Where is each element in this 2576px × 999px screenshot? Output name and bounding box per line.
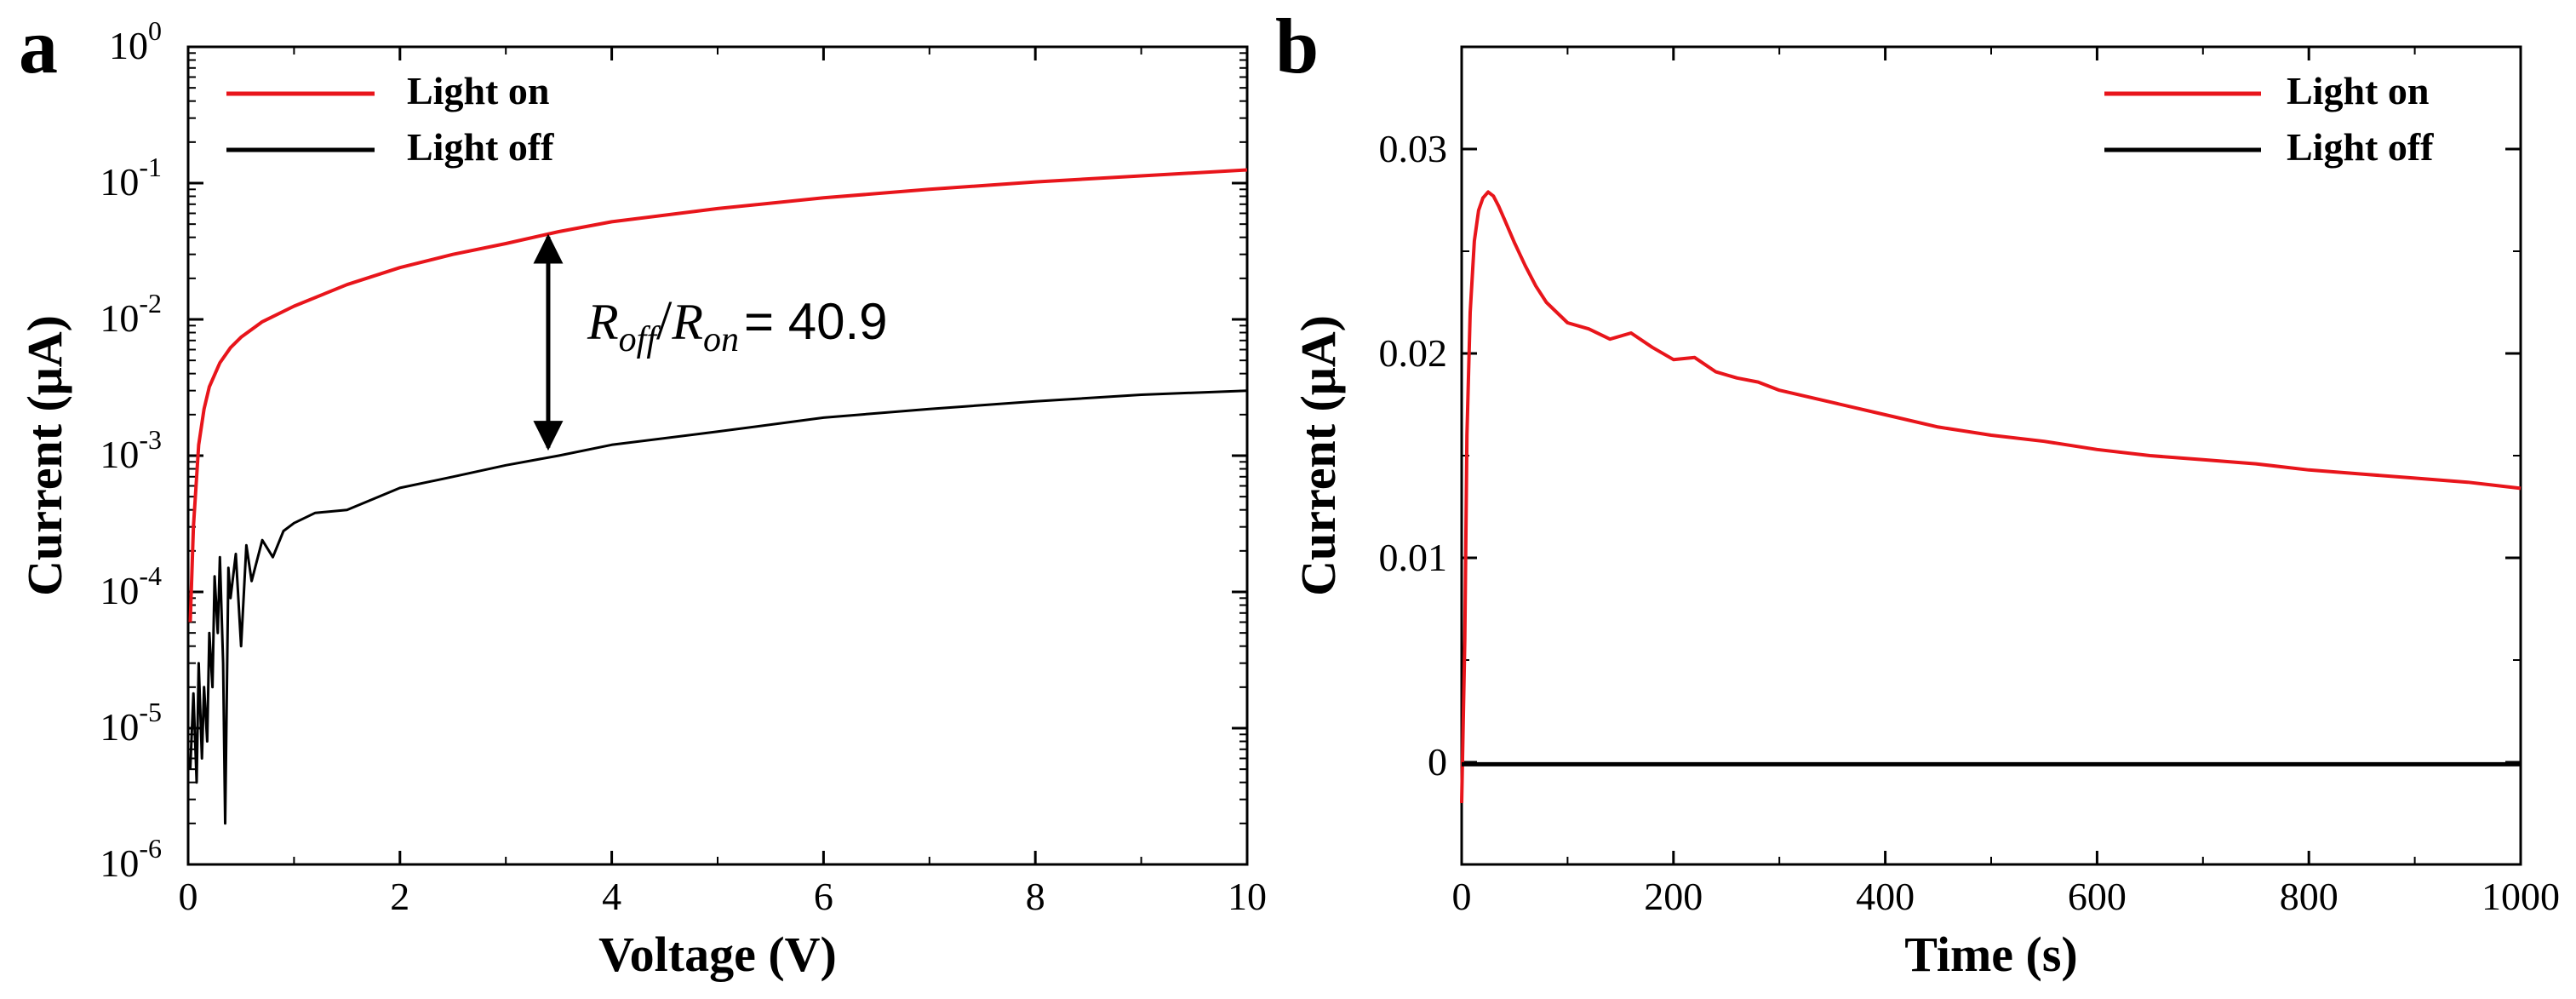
x-tick-label: 400 — [1856, 875, 1915, 918]
x-tick-label: 10 — [1228, 875, 1267, 918]
x-tick-label: 800 — [2280, 875, 2338, 918]
panel-b-plot-frame — [1460, 45, 2522, 866]
ratio-annotation: Roff/Ron = 40.9 — [533, 233, 888, 451]
y-tick-label: 10-1 — [100, 152, 162, 204]
x-tick-label: 1000 — [2482, 875, 2560, 918]
panel-a-x-axis-label: Voltage (V) — [598, 927, 837, 982]
legend-label-light-on: Light on — [407, 69, 549, 112]
panel-b-label: b — [1275, 3, 1319, 89]
legend-label-light-off: Light off — [2287, 125, 2434, 169]
panel-b-series — [1460, 190, 2522, 804]
y-tick-label: 10-4 — [100, 560, 162, 612]
panel-b-y-axis-label: Current (μA) — [1291, 315, 1346, 596]
y-tick-label: 10-5 — [100, 697, 162, 749]
panel-a-label: a — [19, 3, 58, 89]
panel-b-legend: Light on Light off — [2104, 69, 2434, 169]
panel-a-y-axis-label: Current (μA) — [17, 315, 72, 596]
panel-b-x-axis-label: Time (s) — [1904, 927, 2078, 982]
x-tick-label: 200 — [1644, 875, 1703, 918]
y-tick-label: 0.01 — [1379, 536, 1448, 579]
panel-b-chart: b 0 200 400 600 800 1000 0 0.01 0.02 0.03 Light … — [1275, 3, 2560, 982]
panel-b-x-ticks: 0 200 400 600 800 1000 — [1452, 47, 2560, 918]
y-tick-label: 0.03 — [1379, 127, 1448, 170]
x-tick-label: 6 — [814, 875, 833, 918]
x-tick-label: 0 — [1452, 875, 1472, 918]
panel-a-legend: Light on Light off — [226, 69, 554, 169]
x-tick-label: 600 — [2068, 875, 2127, 918]
y-tick-label: 10-6 — [100, 833, 162, 885]
x-tick-label: 0 — [179, 875, 198, 918]
y-tick-label: 10-2 — [100, 288, 162, 340]
series-line-light-on — [188, 168, 1248, 623]
panel-a-series — [188, 168, 1248, 825]
series-line-light-off — [189, 389, 1248, 825]
legend-label-light-off: Light off — [407, 125, 554, 169]
ratio-equation: Roff/Ron = 40.9 — [587, 290, 888, 359]
legend-label-light-on: Light on — [2287, 69, 2429, 112]
x-tick-label: 8 — [1026, 875, 1045, 918]
x-tick-label: 4 — [602, 875, 621, 918]
panel-b-y-ticks: 0 0.01 0.02 0.03 — [1379, 46, 2521, 865]
series-line-light-on — [1460, 190, 2522, 804]
panel-a-x-ticks: 0 2 4 6 8 10 — [179, 47, 1267, 918]
panel-a-y-ticks: 10-6 10-5 10-4 10-3 10-2 10-1 100 — [100, 15, 1247, 885]
y-tick-label: 0.02 — [1379, 331, 1448, 375]
y-tick-label: 10-3 — [100, 424, 162, 476]
x-tick-label: 2 — [390, 875, 409, 918]
y-tick-label: 0 — [1428, 740, 1447, 784]
panel-a-plot-frame — [186, 45, 1249, 866]
panel-a-chart: a 0 2 4 6 8 10 10-6 10-5 10-4 10-3 10-2 10-1 100 Li… — [17, 3, 1267, 982]
y-tick-label: 100 — [109, 15, 162, 67]
